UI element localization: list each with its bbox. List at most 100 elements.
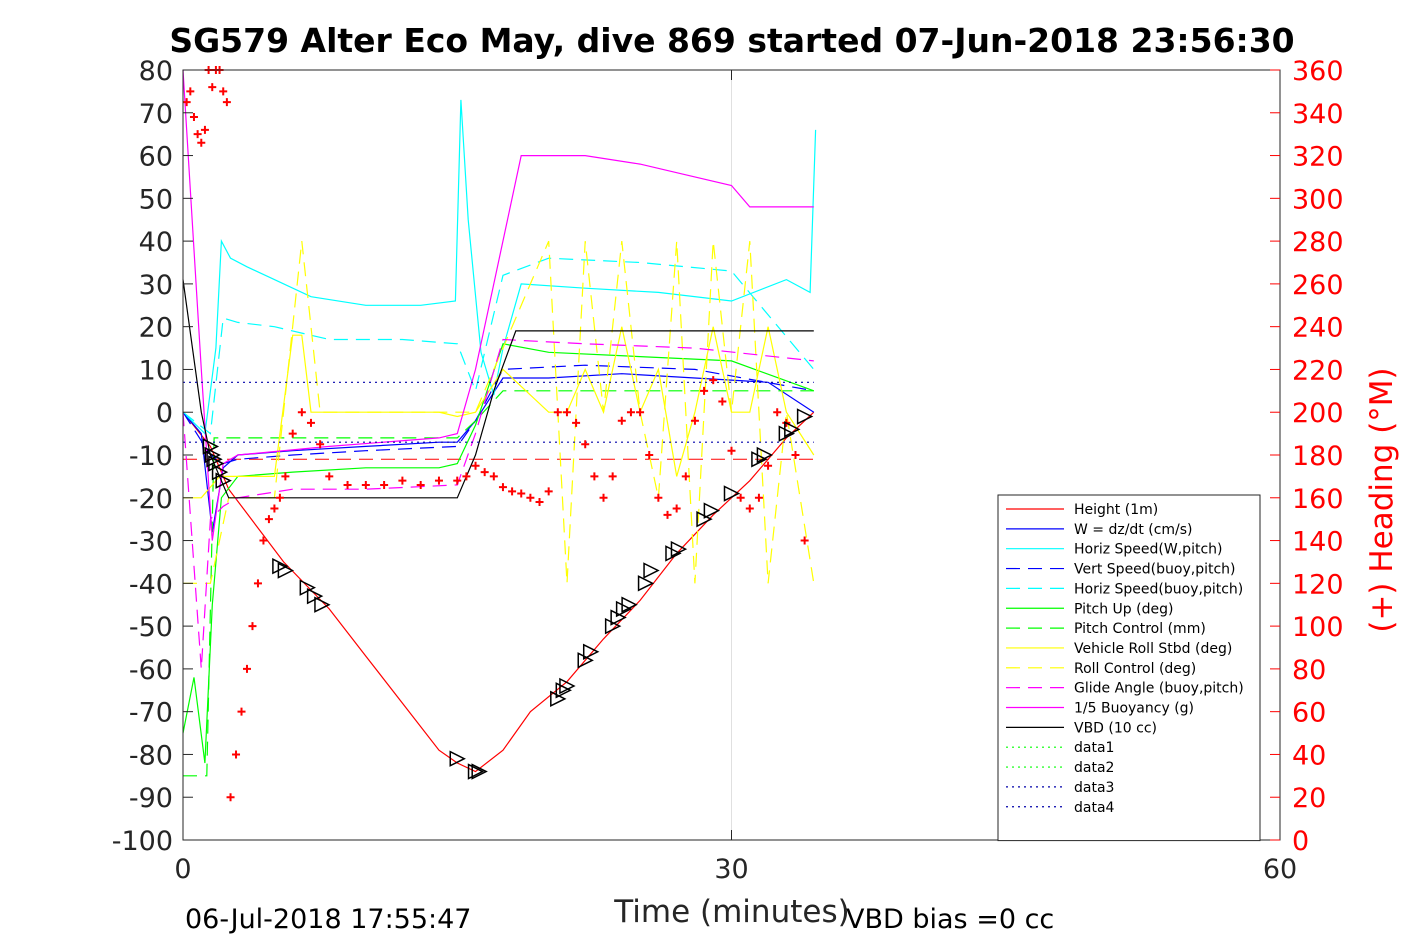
y-tick-label: 40 [139,227,173,258]
heading-point [645,451,654,459]
legend-label-pitch-control-mm: Pitch Control (mm) [1074,621,1206,637]
legend-label-data4: data4 [1074,800,1115,816]
series-line-horiz-speed-buoy-pitch [182,257,815,435]
y-tick-label: -20 [129,484,173,515]
heading-point [208,83,217,92]
heading-point [237,707,246,716]
legend-label-height-1m: Height (1m) [1074,502,1158,518]
y2-tick-label: 160 [1292,484,1344,515]
y-tick-label: -80 [129,740,173,771]
heading-point [544,487,553,496]
heading-point [453,476,462,485]
heading-point [690,416,699,425]
legend-label-data3: data3 [1074,780,1114,796]
heading-point [535,498,544,507]
legend-label-w-dz-dt-cm-s: W = dz/dt (cm/s) [1074,522,1193,538]
legend-label-vehicle-roll-stbd-deg: Vehicle Roll Stbd (deg) [1074,641,1232,657]
heading-point [222,98,231,107]
y-axis-ticks: -100-90-80-70-60-50-40-30-20-10010203040… [112,56,193,857]
series-line-horiz-speed-w-pitch [182,99,817,435]
heading-point [259,536,268,545]
heading-point [681,472,690,481]
y-tick-label: 50 [139,184,173,215]
chart-title: SG579 Alter Eco May, dive 869 started 07… [169,21,1294,60]
footer-timestamp: 06-Jul-2018 17:55:47 [185,904,471,935]
glider-marker [467,763,485,780]
heading-point [264,515,273,524]
y2-tick-label: 60 [1292,698,1326,729]
glider-marker [784,421,801,438]
y-tick-label: 0 [156,398,173,429]
legend-label-data1: data1 [1074,740,1114,756]
x-tick-label: 0 [174,854,191,885]
y2-axis-ticks: 0 20 40 60 80 100 120 140 160 180 200 220 240 260 280 3… [1270,56,1344,857]
y2-tick-label: 220 [1292,355,1344,386]
heading-point [745,504,754,513]
glider-marker [643,562,660,579]
heading-points [182,66,809,802]
y-tick-label: -40 [129,569,173,600]
heading-point [754,493,763,502]
y-tick-label: -30 [129,527,173,558]
glider-marker [277,562,295,579]
y2-tick-label: 240 [1292,313,1344,344]
legend-label-vert-speed-buoy-pitch: Vert Speed(buoy,pitch) [1074,562,1236,578]
heading-point [590,472,599,481]
heading-point [791,451,800,459]
heading-point [663,510,672,519]
glider-marker [703,502,721,519]
x-axis-label: Time (minutes) [613,894,849,930]
series-line-pitch-control-mm [183,390,814,777]
glider-marker [550,690,567,708]
glider-marker [206,451,223,468]
heading-point [480,468,489,477]
y2-tick-label: 0 [1292,826,1309,857]
heading-point [270,504,279,513]
heading-point [764,461,773,470]
y2-tick-label: 80 [1292,655,1326,686]
y-tick-label: -50 [129,612,173,643]
heading-point [232,750,241,759]
heading-point [462,472,471,481]
heading-point [343,480,352,489]
heading-point [416,480,425,489]
heading-point [672,504,681,513]
y-tick-label: 10 [139,355,173,386]
y-tick-label: -100 [112,826,173,857]
heading-point [709,376,718,385]
footer-vbd-bias: VBD bias =0 cc [846,904,1054,935]
heading-point [498,483,507,492]
glider-marker [604,617,622,635]
glider-marker [272,558,289,575]
heading-point [434,476,443,485]
legend-label-horiz-speed-buoy-pitch: Horiz Speed(buoy,pitch) [1074,581,1243,597]
x-tick-label: 60 [1263,854,1297,885]
y2-tick-label: 180 [1292,441,1344,472]
glider-marker [670,540,688,558]
heading-point [380,480,389,489]
heading-point [489,472,498,481]
heading-point [219,87,228,96]
y2-axis-label: (+) Heading (°M) [1364,367,1400,632]
legend-label-1-5-buoyancy-g: 1/5 Buoyancy (g) [1074,701,1194,717]
heading-point [572,418,581,427]
y2-tick-label: 360 [1292,56,1344,87]
heading-point [275,493,284,502]
y-tick-label: -70 [129,698,173,729]
heading-point [599,493,608,502]
glider-marker [796,408,814,425]
heading-point [253,579,262,588]
legend-label-roll-control-deg: Roll Control (deg) [1074,661,1196,677]
glider-marker [610,609,627,626]
heading-point [553,408,562,417]
y-tick-label: 60 [139,142,173,173]
heading-point [581,440,590,449]
heading-point [700,386,709,395]
heading-point [736,493,745,502]
glider-markers [202,408,814,780]
glider-marker [215,472,232,489]
heading-point [727,446,736,455]
heading-point [361,480,370,489]
heading-point [608,472,617,481]
